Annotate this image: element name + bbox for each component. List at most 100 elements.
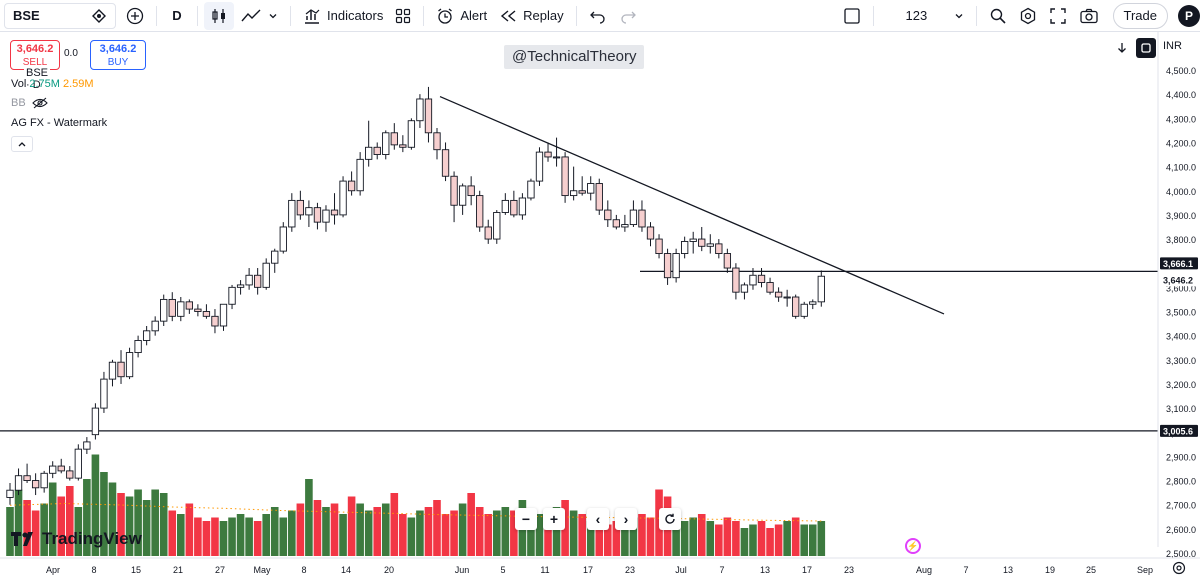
layout-name-button[interactable]: 123 [880, 2, 970, 30]
candle [740, 282, 749, 300]
candle-body [185, 301, 193, 310]
currency-label[interactable]: INR [1163, 40, 1182, 52]
fullscreen-icon [1049, 7, 1066, 24]
candle [817, 270, 825, 307]
zoom-in-button[interactable]: + [543, 508, 565, 530]
candles-chart-type-button[interactable] [204, 1, 234, 30]
volume-bar [621, 521, 629, 556]
candle [305, 200, 313, 227]
compare-button[interactable] [120, 2, 150, 30]
axis-settings-icon[interactable] [1172, 561, 1186, 579]
candle-body [766, 282, 774, 293]
candle [254, 268, 262, 295]
candle-body [168, 298, 176, 317]
candle [117, 350, 125, 384]
sell-button[interactable]: 3,646.2 SELL [10, 40, 60, 70]
reset-chart-button[interactable] [659, 508, 681, 530]
volume-bar [40, 503, 48, 556]
candle [604, 200, 612, 227]
candle-body [305, 207, 313, 216]
candle-body [151, 320, 159, 332]
support-price-label: 3,005.6 [1163, 426, 1193, 436]
candle [296, 190, 305, 220]
candle-body [552, 156, 561, 159]
candle-body [655, 238, 663, 254]
candle-body [646, 226, 655, 240]
time-tick-label: 19 [1045, 565, 1055, 575]
lightning-icon[interactable]: ⚡ [905, 538, 921, 554]
volume-bar [313, 500, 322, 556]
symbol-search[interactable]: BSE [4, 2, 116, 29]
layout-select-button[interactable] [837, 2, 867, 30]
zoom-out-button[interactable]: − [515, 508, 537, 530]
volume-bar [177, 514, 185, 556]
candle-body [100, 378, 108, 409]
candle [390, 123, 398, 150]
user-avatar[interactable]: P [1178, 4, 1200, 27]
candle-body [587, 183, 595, 194]
time-tick-label: 27 [215, 565, 225, 575]
scroll-right-button[interactable]: › [615, 508, 637, 530]
line-tools-button[interactable] [234, 2, 284, 30]
support-price-label-bg [1160, 424, 1198, 437]
price-tick-label: 4,100.0 [1166, 163, 1196, 173]
time-tick-label: 11 [540, 565, 549, 575]
replay-button[interactable]: Replay [493, 2, 569, 30]
price-tick-label: 3,100.0 [1166, 404, 1196, 414]
time-tick-label: Apr [46, 565, 60, 575]
undo-button[interactable] [583, 2, 613, 30]
alert-button[interactable]: Alert [430, 2, 493, 30]
snapshot-button[interactable] [1073, 2, 1105, 30]
candle-body [518, 197, 527, 216]
volume-bar [339, 514, 347, 556]
volume-bar [262, 514, 270, 556]
collapse-legend-button[interactable] [11, 136, 33, 152]
candle-body [800, 303, 808, 317]
candle-body [117, 361, 125, 378]
maximize-pane-button[interactable] [1136, 38, 1156, 58]
volume-bar [270, 507, 279, 556]
price-tick-label: 4,300.0 [1166, 114, 1196, 124]
volume-bar [364, 510, 373, 556]
scroll-to-realtime-button[interactable] [1112, 38, 1132, 58]
bb-label: BB [11, 97, 26, 109]
volume-bar [732, 521, 740, 556]
watermark-indicator-legend[interactable]: AG FX - Watermark [11, 117, 108, 129]
eye-hidden-icon[interactable] [31, 97, 48, 109]
volume-bar [330, 503, 339, 556]
price-tick-label: 2,900.0 [1166, 452, 1196, 462]
fullscreen-button[interactable] [1043, 2, 1073, 30]
templates-button[interactable] [389, 2, 417, 30]
candle [279, 222, 287, 254]
candle [134, 335, 142, 358]
indicators-button[interactable]: Indicators [297, 2, 389, 30]
candle-body [365, 146, 373, 160]
redo-button[interactable] [613, 2, 643, 30]
time-tick-label: 13 [1003, 565, 1013, 575]
candle-body [313, 207, 322, 223]
volume-bar [697, 514, 706, 556]
volume-bar [159, 493, 168, 556]
interval-button[interactable]: D [163, 2, 191, 30]
candle [774, 287, 783, 302]
volume-legend[interactable]: Vol 2.75M 2.59M [11, 78, 94, 90]
toolbar-divider [156, 5, 157, 26]
candle [219, 303, 228, 331]
candle [783, 289, 791, 307]
candle-body [484, 226, 492, 240]
candle-body [245, 274, 253, 286]
legend-symbol: BSE · D [24, 67, 51, 91]
watchlist-icon[interactable] [91, 8, 107, 24]
quick-search-button[interactable] [983, 2, 1013, 30]
bb-legend[interactable]: BB [11, 97, 48, 109]
candle-body [373, 146, 381, 155]
price-tick-label: 3,900.0 [1166, 211, 1196, 221]
buy-button[interactable]: 3,646.2 BUY [90, 40, 146, 70]
candle [792, 294, 800, 319]
scroll-left-button[interactable]: ‹ [587, 508, 609, 530]
trade-button[interactable]: Trade [1112, 2, 1168, 29]
settings-button[interactable] [1013, 2, 1043, 30]
candle-body [219, 303, 228, 327]
price-chart[interactable]: 4,500.0 4,400.0 4,300.0 4,200.0 4,100.0 4,000… [0, 32, 1200, 579]
volume-ma-polyline [9, 502, 822, 522]
